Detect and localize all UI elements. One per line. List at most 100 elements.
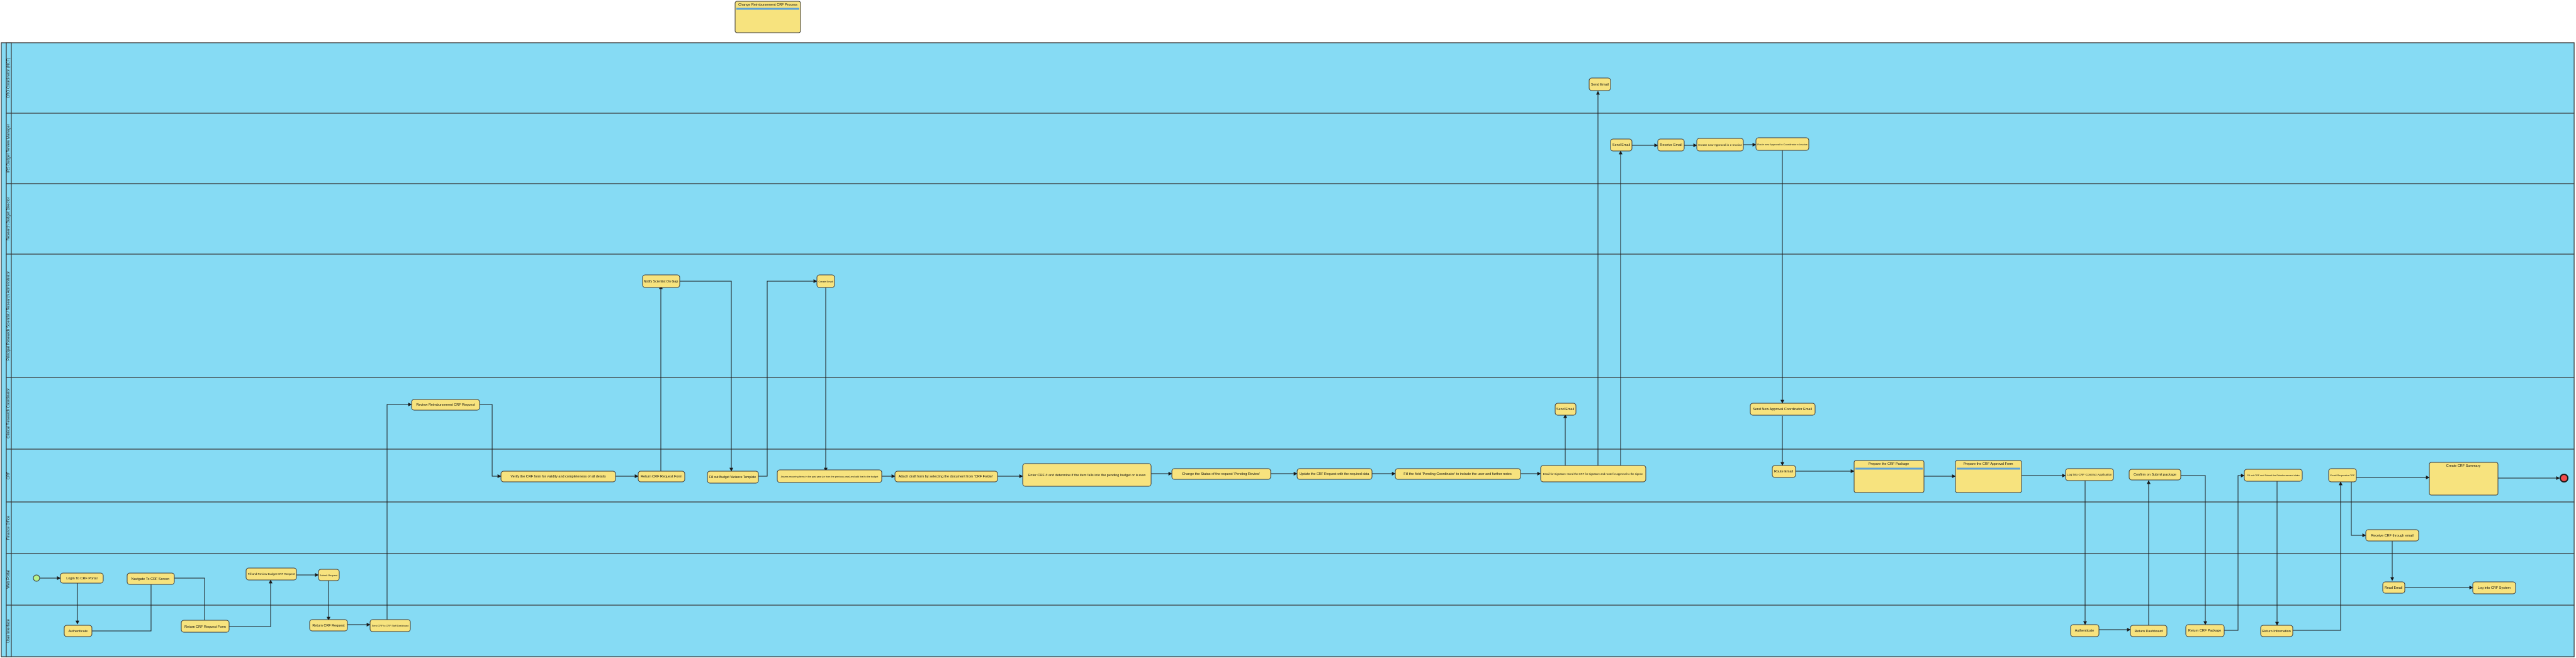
task-authenticate-2-label: Authenticate — [2075, 629, 2095, 633]
task-submit-request-label: Submit Request — [320, 574, 338, 577]
lane-label-sci: Principal Research Scientist / Research … — [7, 271, 11, 360]
task-review-crf-request[interactable]: Review Reimbursement CRF Request — [412, 399, 480, 410]
lane-label-dir: Research Budget Director — [7, 197, 11, 240]
task-route-approval-label: Route new Approval to Coordinator e-Invo… — [1757, 143, 1808, 146]
task-send-email-mgr[interactable]: Send Email — [1611, 139, 1632, 151]
task-login-contract-app[interactable]: Log into CRF Contract Application — [2066, 469, 2113, 481]
task-fill-pending-coordinator-label: Fill the field 'Pending Coordinator' to … — [1403, 472, 1512, 476]
task-login-portal-label: Login To CRF Portal — [66, 577, 97, 581]
lane-dir: Research Budget Director — [6, 184, 2574, 254]
task-verify-crf-label: Verify the CRF form for validity and com… — [510, 475, 606, 479]
task-assess-recurring-label: Assess recurring items in the past year … — [781, 476, 879, 478]
task-verify-crf[interactable]: Verify the CRF form for validity and com… — [501, 471, 616, 482]
task-email-signature-label: Email for Signature: Send the CRF for si… — [1543, 472, 1643, 476]
task-notify-scientist-label: Notify Scientist On Gap — [644, 280, 678, 284]
task-route-approval[interactable]: Route new Approval to Coordinator e-Invo… — [1756, 138, 1809, 150]
task-return-request-form-2-label: Return CRF Request Form — [641, 475, 682, 479]
lane-label-fin: Finance Office — [7, 515, 11, 540]
task-return-request-label: Return CRF Request — [312, 624, 345, 628]
note-crf-summary: Create CRF Summary — [2429, 462, 2498, 495]
task-receive-email-label: Receive Email — [1660, 143, 1682, 147]
task-update-crf-request[interactable]: Update the CRF Request with the required… — [1297, 469, 1372, 479]
task-read-email[interactable]: Read Email — [2383, 582, 2405, 593]
task-login-contract-app-label: Log into CRF Contract Application — [2067, 473, 2112, 477]
task-login-crf-system[interactable]: Log into CRF System — [2473, 582, 2516, 594]
task-confirm-submit-label: Confirm on Submit package — [2134, 473, 2176, 477]
task-receive-crf-email-label: Receive CRF through email — [2371, 534, 2414, 538]
task-email-signature[interactable]: Email for Signature: Send the CRF for si… — [1541, 466, 1646, 482]
task-return-dashboard[interactable]: Return Dashboard — [2130, 625, 2167, 637]
task-create-approval[interactable]: Create new Approval in e-Invoice — [1697, 138, 1743, 151]
task-return-dashboard-label: Return Dashboard — [2135, 630, 2163, 633]
task-return-request-form-2[interactable]: Return CRF Request Form — [638, 471, 685, 482]
lane-label-ui: User Interface — [7, 618, 11, 642]
task-email-requestor-label: Email Requestor CRF — [2331, 474, 2355, 477]
lane-web: Web Portal — [6, 554, 2574, 605]
task-send-email-mgr-label: Send Email — [1612, 143, 1630, 147]
task-return-information-label: Return Information — [2262, 630, 2291, 633]
task-create-email-label: Create Email — [818, 280, 833, 283]
task-send-to-dashboard[interactable]: Send CRF to CRF Staff Dashboard — [370, 620, 410, 632]
task-submit-request[interactable]: Submit Request — [318, 569, 339, 581]
lane-label-cro: CRO Coordinator (NCT) — [7, 58, 11, 98]
task-authenticate-2[interactable]: Authenticate — [2071, 625, 2099, 637]
task-send-approval-email-label: Send New Approval Coordinator Email — [1753, 408, 1812, 411]
task-navigate-crf[interactable]: Navigate To CRF Screen — [127, 573, 174, 584]
lane-fin: Finance Office — [6, 502, 2574, 554]
task-confirm-submit[interactable]: Confirm on Submit package — [2129, 469, 2181, 480]
task-attach-draft-label: Attach draft form by selecting the docum… — [899, 475, 994, 479]
start-event — [33, 575, 40, 581]
task-return-request-form[interactable]: Return CRF Request Form — [181, 620, 229, 632]
task-login-crf-system-label: Log into CRF System — [2478, 586, 2511, 590]
task-change-status[interactable]: Change the Status of the request 'Pendin… — [1172, 469, 1271, 479]
task-notify-scientist[interactable]: Notify Scientist On Gap — [643, 275, 680, 287]
task-route-email[interactable]: Route Email — [1772, 466, 1796, 477]
task-send-approval-email[interactable]: Send New Approval Coordinator Email — [1750, 403, 1815, 415]
task-enter-crf-number-label: Enter CRF # and determine if the item fa… — [1028, 474, 1146, 477]
task-attach-draft[interactable]: Attach draft form by selecting the docum… — [895, 471, 998, 482]
task-return-information[interactable]: Return Information — [2261, 625, 2293, 637]
lane-label-mgr: IRS Budget Review Manager — [7, 124, 11, 172]
task-return-crf-package-label: Return CRF Package — [2188, 629, 2221, 633]
task-fill-submit-claim[interactable]: Fill out CRF and Submit the Reimbursemen… — [2244, 469, 2302, 481]
task-authenticate[interactable]: Authenticate — [64, 625, 92, 637]
legend-title: Change Reimbursement CRF Process — [738, 3, 797, 7]
task-send-email-crc[interactable]: Send Email — [1555, 403, 1576, 415]
task-change-status-label: Change the Status of the request 'Pendin… — [1182, 472, 1260, 476]
task-budget-variance[interactable]: Fill out Budget Variance Template — [707, 471, 758, 483]
task-send-email-crc-label: Send Email — [1556, 408, 1574, 411]
lane-cro: CRO Coordinator (NCT) — [6, 43, 2574, 113]
task-create-email[interactable]: Create Email — [817, 275, 835, 287]
note-crf-summary-label: Create CRF Summary — [2446, 464, 2481, 468]
task-send-email-cro-label: Send Email — [1591, 83, 1609, 87]
task-email-requestor[interactable]: Email Requestor CRF — [2329, 469, 2356, 482]
note-crf-package: Prepare the CRF Package — [1854, 460, 1924, 493]
task-enter-crf-number[interactable]: Enter CRF # and determine if the item fa… — [1023, 464, 1151, 486]
task-review-crf-request-label: Review Reimbursement CRF Request — [416, 403, 475, 407]
task-update-crf-request-label: Update the CRF Request with the required… — [1300, 472, 1370, 476]
task-route-email-label: Route Email — [1774, 470, 1793, 474]
task-fill-review[interactable]: Fill and Review Budget CRF Request — [246, 568, 296, 580]
legend-box: Change Reimbursement CRF Process — [735, 1, 801, 33]
lane-label-crf: CRF — [7, 472, 11, 480]
task-fill-review-label: Fill and Review Budget CRF Request — [248, 572, 295, 576]
task-receive-crf-email[interactable]: Receive CRF through email — [2366, 530, 2419, 541]
lane-mgr: IRS Budget Review Manager — [6, 113, 2574, 184]
task-assess-recurring[interactable]: Assess recurring items in the past year … — [777, 470, 882, 482]
task-return-request-form-label: Return CRF Request Form — [184, 625, 226, 629]
lane-sci: Principal Research Scientist / Research … — [6, 254, 2574, 377]
task-send-email-cro[interactable]: Send Email — [1589, 78, 1611, 91]
task-fill-pending-coordinator[interactable]: Fill the field 'Pending Coordinator' to … — [1395, 469, 1521, 479]
task-budget-variance-label: Fill out Budget Variance Template — [709, 476, 756, 479]
task-authenticate-label: Authenticate — [69, 630, 88, 633]
task-login-portal[interactable]: Login To CRF Portal — [60, 573, 103, 583]
note-approval-form-label: Prepare the CRF Approval Form — [1964, 462, 2013, 466]
task-return-crf-package[interactable]: Return CRF Package — [2186, 625, 2224, 637]
task-send-to-dashboard-label: Send CRF to CRF Staff Dashboard — [372, 625, 409, 627]
task-create-approval-label: Create new Approval in e-Invoice — [1698, 143, 1742, 147]
lane-crc: Clinical Research Coordinator — [6, 377, 2574, 449]
task-receive-email[interactable]: Receive Email — [1658, 139, 1684, 151]
pool-label-strip — [1, 43, 6, 657]
task-return-request[interactable]: Return CRF Request — [310, 620, 347, 631]
